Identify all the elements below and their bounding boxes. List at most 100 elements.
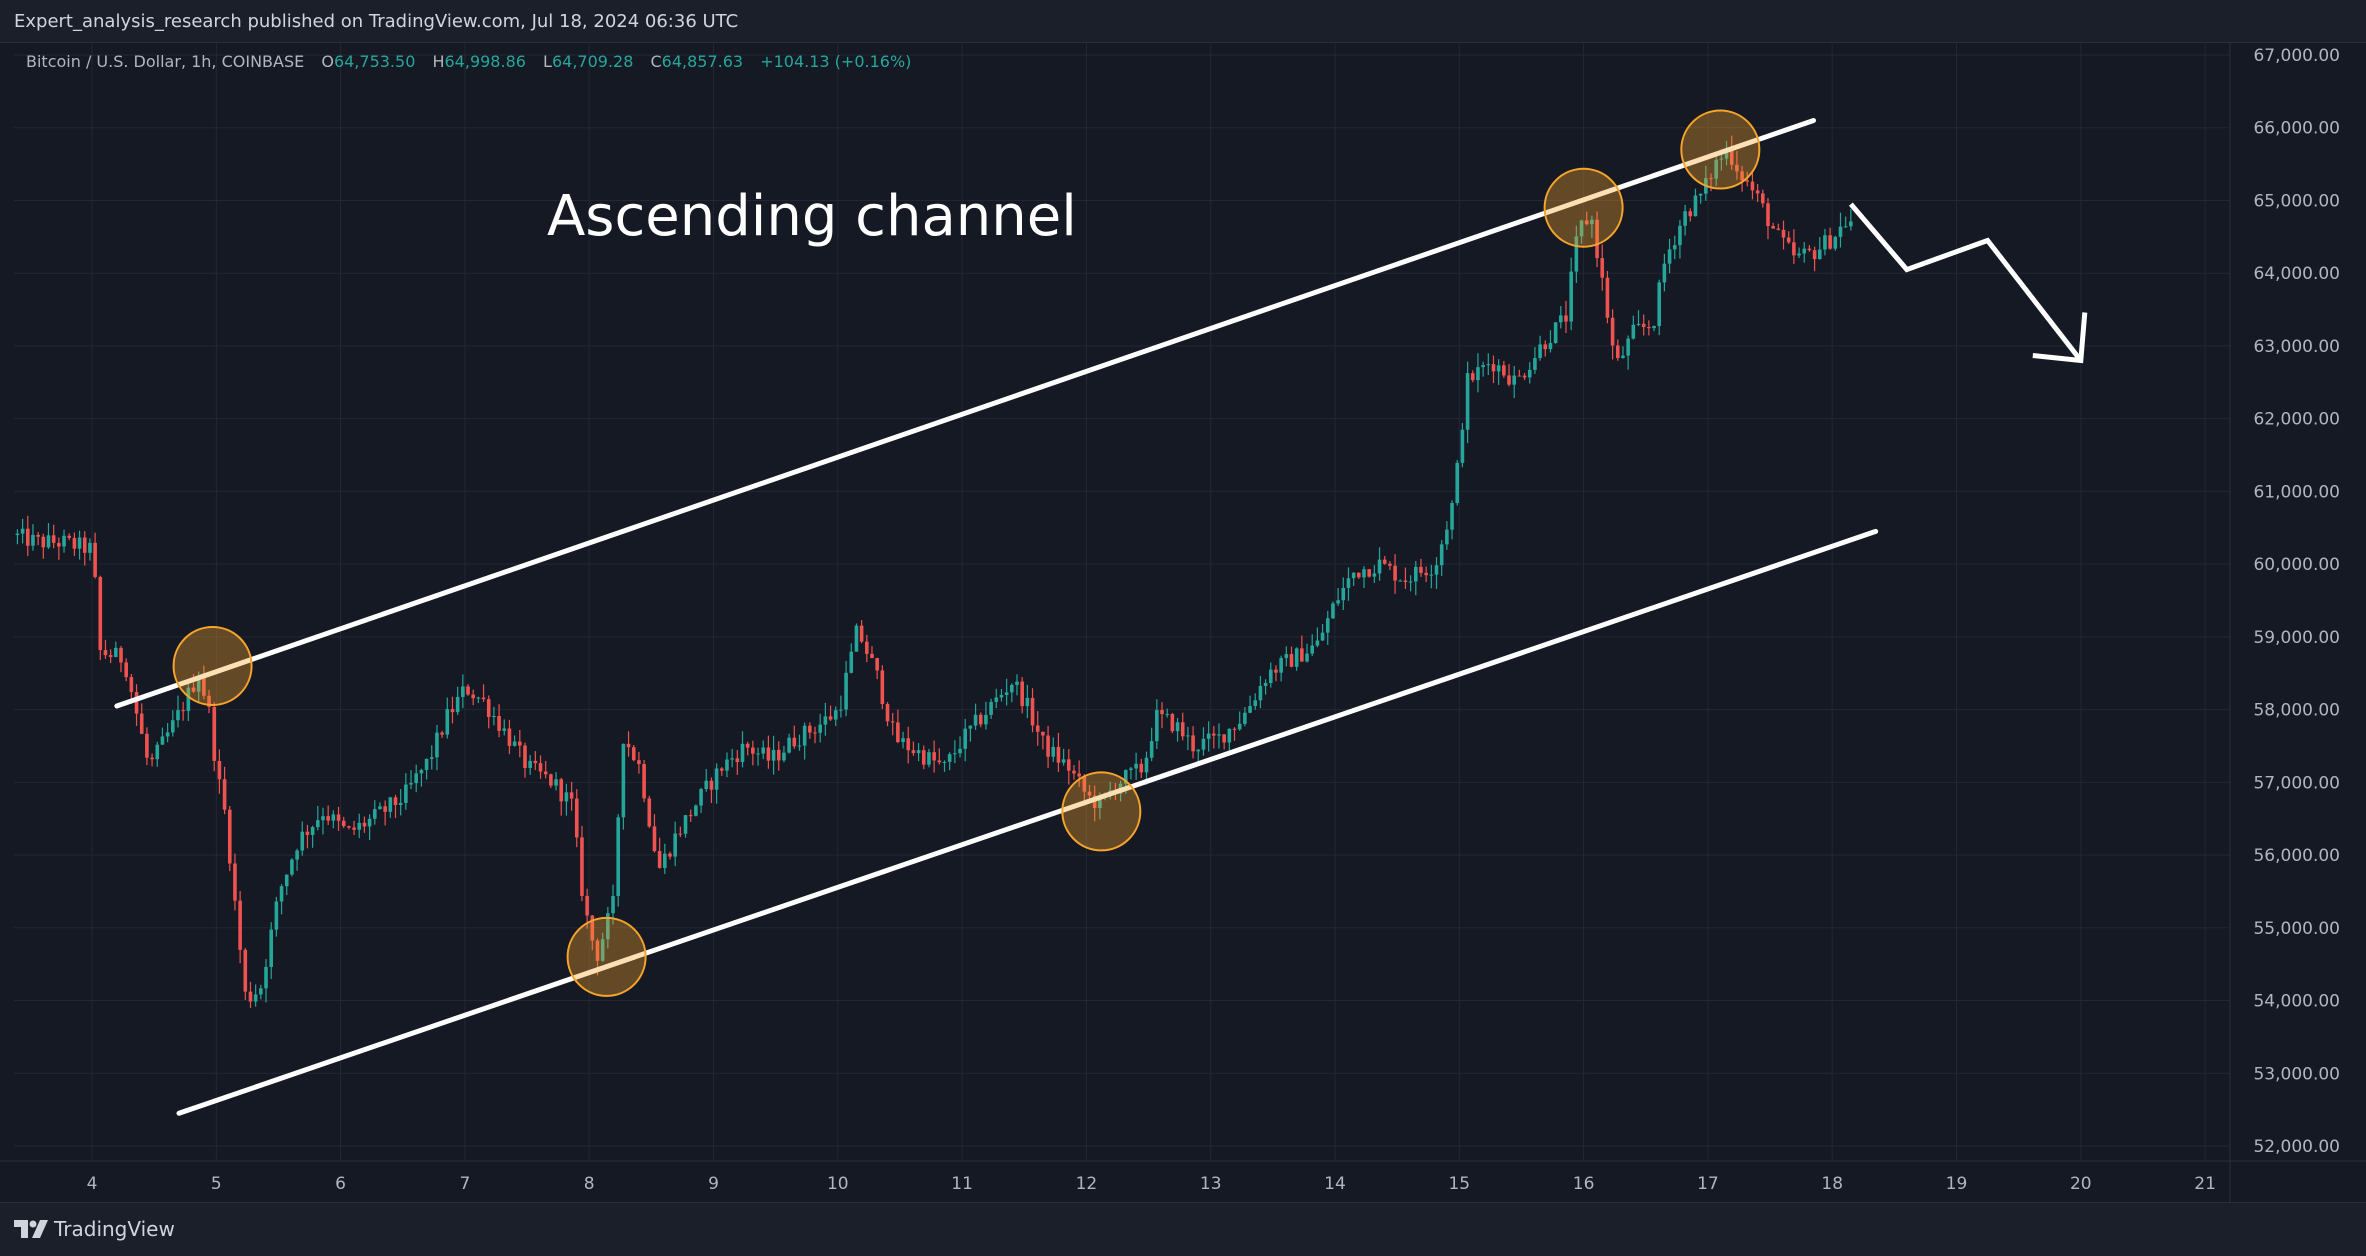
candle-body [404,784,408,803]
candle-body [590,915,595,941]
candle-body [517,741,522,746]
candle-body [455,696,460,713]
candle-body [611,896,615,914]
candle-body [906,738,911,751]
candle-body [424,758,429,770]
candle-body [233,863,237,901]
candle-body [1465,373,1470,430]
candle-body [160,736,165,745]
candle-body [305,831,310,835]
candle-body [440,732,444,735]
candle-body [486,699,491,718]
candle-body [1657,282,1662,327]
price-tick-label: 66,000.00 [2253,119,2340,139]
candle-body [445,709,450,735]
candle-body [1740,171,1744,181]
candle-body [119,647,123,663]
touch-point-circle[interactable] [1680,109,1761,190]
candle-body [678,833,683,835]
candle-body [1719,158,1724,160]
candle-body [1098,796,1102,809]
candle-body [1636,323,1641,325]
candle-body [165,732,170,737]
candle-body [1595,219,1599,259]
time-tick-label: 5 [211,1174,222,1194]
candle-body [300,831,305,851]
candle-body [367,818,372,827]
candle-body [1434,565,1439,575]
candle-body [978,714,983,725]
candle-body [1590,219,1594,225]
candle-body [326,816,330,821]
price-chart[interactable]: 67,000.00 66,000.00 65,000.00 64,000.00 63,0… [0,42,2366,1202]
candle-body [574,798,579,838]
candle-body [1237,723,1242,730]
candle-body [870,653,874,659]
candle-body [51,535,56,543]
candle-body [362,822,367,827]
price-axis[interactable]: 67,000.00 66,000.00 65,000.00 64,000.00 63,0… [2253,46,2340,1157]
candle-body [72,537,77,549]
lower-channel-line[interactable] [176,528,1879,1116]
candle-body [751,747,755,754]
price-tick-label: 52,000.00 [2253,1137,2340,1157]
candle-body [1621,355,1625,358]
candle-body [150,757,154,760]
candle-body [875,658,879,671]
candle-body [1693,195,1698,217]
candle-body [839,709,843,711]
time-tick-label: 20 [2070,1174,2092,1194]
candle-body [1833,236,1838,249]
touch-point-circle[interactable] [1543,167,1624,248]
time-tick-label: 19 [1946,1174,1968,1194]
symbol-name[interactable]: Bitcoin / U.S. Dollar, 1h, COINBASE [26,52,305,71]
candle-body [932,752,936,761]
tradingview-logo[interactable]: TradingView [14,1217,175,1241]
candles [15,135,1853,1008]
candle-body [357,822,362,830]
candle-body [1631,324,1636,339]
price-tick-label: 54,000.00 [2253,992,2340,1012]
time-axis[interactable]: 4 5 6 7 8 9 10 11 12 13 14 15 16 17 18 19 20 21 [87,1174,2216,1194]
candle-body [1248,706,1252,713]
candle-body [196,678,201,692]
time-tick-label: 14 [1324,1174,1346,1194]
candle-body [1263,683,1268,686]
candle-body [1206,733,1211,739]
candle-body [585,895,589,916]
candle-body [145,733,149,758]
candle-body [191,687,196,692]
touch-point-circle[interactable] [172,625,253,706]
candle-body [310,827,315,835]
candle-body [1527,369,1532,378]
candle-body [1548,343,1553,350]
candle-body [1149,741,1154,758]
time-tick-label: 18 [1821,1174,1843,1194]
candle-body [1253,700,1258,707]
candle-body [36,534,40,537]
candle-body [787,737,791,753]
tradingview-icon [14,1220,48,1238]
projection-path[interactable] [1848,202,2083,363]
candle-body [259,988,263,995]
candle-body [129,677,134,693]
candle-body [719,768,724,771]
candle-body [1600,258,1605,278]
candle-body [947,754,952,762]
candle-body [1403,580,1408,583]
candle-body [1755,190,1760,194]
candle-body [849,651,854,673]
candle-body [1191,735,1195,752]
candle-body [631,747,636,761]
candle-body [1543,344,1548,350]
upper-channel-line[interactable] [114,117,1817,709]
candle-body [1196,749,1201,752]
candle-body [621,743,626,818]
candle-body [782,752,786,761]
candle-body [953,753,957,755]
touch-point-circle[interactable] [566,916,647,997]
candle-body [1652,326,1656,329]
touch-point-circle[interactable] [1061,771,1142,852]
candle-body [1750,181,1755,191]
candle-body [269,929,273,967]
